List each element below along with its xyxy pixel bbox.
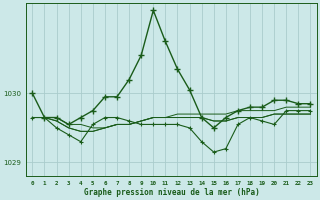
X-axis label: Graphe pression niveau de la mer (hPa): Graphe pression niveau de la mer (hPa) [84, 188, 259, 197]
